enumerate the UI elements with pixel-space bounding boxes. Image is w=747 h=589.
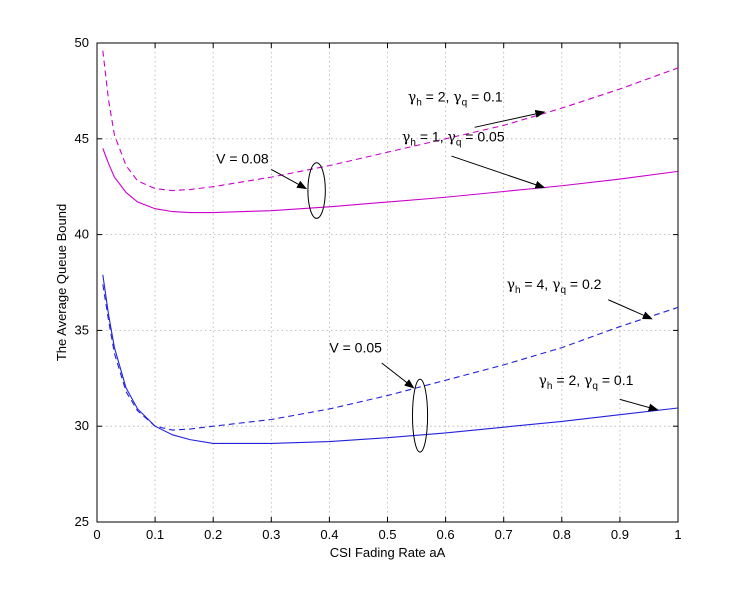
x-tick-label: 0.3 — [262, 527, 280, 542]
annotation-label-a3: γh = 4, γq = 0.2 — [507, 276, 602, 296]
series-line-3 — [102, 284, 679, 431]
annotation-arrow-a4 — [619, 398, 659, 412]
annotation-text-part: γ — [584, 373, 592, 389]
x-tick-label: 0.1 — [146, 527, 164, 542]
series-lines — [102, 50, 679, 444]
grid — [97, 43, 678, 522]
annotation-text-part: h — [547, 381, 553, 392]
annotation-text-part: q — [456, 138, 462, 149]
series-line-1 — [102, 50, 679, 192]
annotation-text-part: h — [416, 97, 422, 108]
annotation-text-part: γ — [402, 130, 410, 146]
grouping-ellipse-e2 — [411, 378, 429, 453]
annotation-text: V = 0.08 — [216, 151, 269, 167]
annotation-text-part: = 0.2 — [566, 276, 602, 292]
grouping-ellipse-e1 — [307, 162, 326, 219]
x-tick-label: 0.6 — [437, 527, 455, 542]
x-tick-label: 0.9 — [611, 527, 629, 542]
annotation-text-part: = 1, — [416, 129, 448, 145]
y-tick-label: 25 — [75, 514, 89, 529]
annotation-text-part: q — [560, 285, 566, 296]
x-tick-label: 1 — [674, 527, 681, 542]
annotation-label-a4: γh = 2, γq = 0.1 — [539, 372, 634, 392]
annotation-text-part: = 0.1 — [598, 372, 634, 388]
annotation-arrow-a1 — [474, 110, 546, 128]
x-axis-label: CSI Fading Rate aA — [330, 545, 446, 560]
annotation-text-part: γ — [447, 130, 455, 146]
annotation-text-part: q — [592, 381, 598, 392]
y-tick-label: 50 — [75, 35, 89, 50]
x-tick-label: 0.2 — [204, 527, 222, 542]
annotation-label-a5: V = 0.08 — [216, 151, 269, 167]
y-axis-label: The Average Queue Bound — [54, 204, 69, 361]
series-line-4 — [102, 274, 679, 444]
annotation-text-part: = 2, — [422, 88, 454, 104]
y-tick-label: 35 — [75, 322, 89, 337]
x-tick-label: 0 — [93, 527, 100, 542]
annotation-text-part: = 2, — [552, 372, 584, 388]
annotation-text-part: = 0.05 — [461, 129, 504, 145]
annotation-text-part: γ — [539, 373, 547, 389]
annotation-arrow-a5 — [271, 169, 308, 190]
annotation-label-a2: γh = 1, γq = 0.05 — [402, 129, 505, 149]
annotation-arrow-a6 — [381, 362, 415, 389]
annotation-label-a1: γh = 2, γq = 0.1 — [408, 88, 503, 108]
series-line-2 — [102, 148, 679, 214]
annotation-text-part: γ — [507, 277, 515, 293]
annotation-arrow-a3 — [608, 299, 653, 320]
annotation-text-part: q — [462, 97, 468, 108]
annotation-text-part: = 4, — [521, 276, 553, 292]
x-tick-label: 0.4 — [320, 527, 338, 542]
annotation-arrow-a2 — [451, 155, 546, 189]
x-tick-label: 0.7 — [495, 527, 513, 542]
y-tick-label: 45 — [75, 131, 89, 146]
y-tick-label: 30 — [75, 418, 89, 433]
annotation-text: V = 0.05 — [329, 339, 382, 355]
y-tick-label: 40 — [75, 227, 89, 242]
annotation-text-part: γ — [408, 89, 416, 105]
annotation-text-part: γ — [453, 89, 461, 105]
annotation-text-part: h — [410, 138, 416, 149]
x-tick-label: 0.8 — [553, 527, 571, 542]
annotation-text-part: h — [515, 285, 521, 296]
annotation-text-part: γ — [552, 277, 560, 293]
annotation-text-part: = 0.1 — [467, 88, 503, 104]
axis-ticks: 0 0.1 0.2 0.3 0.4 0.5 0.6 0.7 0.8 0.9 1 25 30 35 40 45 5… — [75, 35, 682, 542]
annotation-label-a6: V = 0.05 — [329, 339, 382, 355]
x-tick-label: 0.5 — [378, 527, 396, 542]
